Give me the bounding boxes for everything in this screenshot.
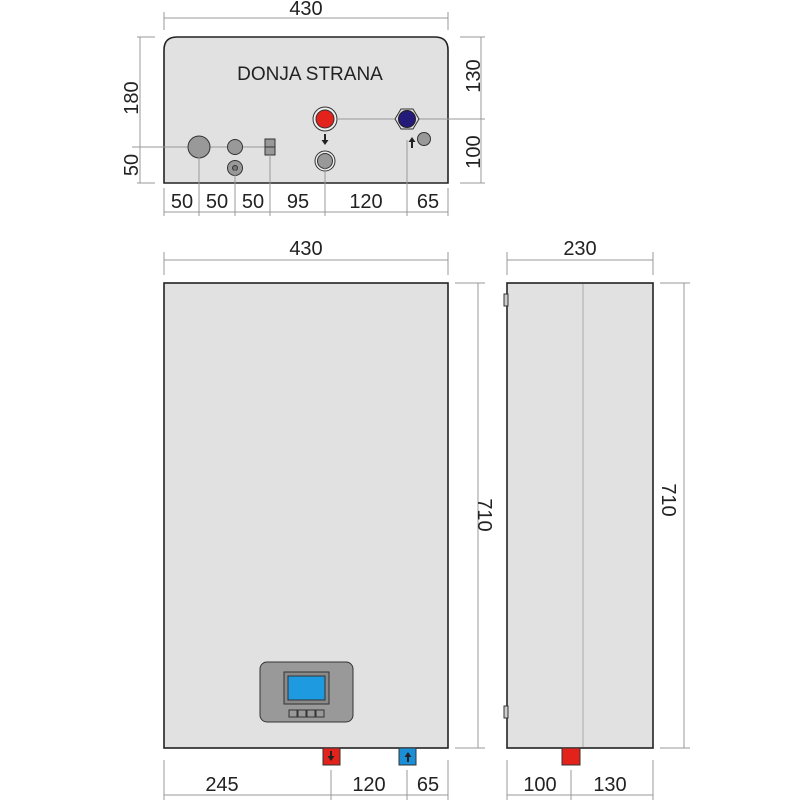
arrow-up-icon — [408, 137, 416, 148]
display-screen — [287, 675, 326, 701]
side-height-label: 710 — [657, 483, 679, 516]
top-right-dim-100: 100 — [463, 135, 485, 168]
dim-ticks — [506, 760, 654, 800]
top-view: 430 DONJA STRANA 180 50 130 100 — [121, 0, 485, 216]
arrow-down-icon — [321, 134, 329, 145]
side-width-label: 230 — [563, 238, 596, 260]
top-left-dim-50: 50 — [121, 154, 143, 176]
safety-valve-icon — [417, 132, 431, 146]
front-bottom-dim: 120 — [352, 774, 385, 796]
cold-inlet-icon — [398, 110, 416, 128]
top-bottom-dim: 50 — [171, 191, 193, 213]
top-left-dim-180: 180 — [121, 81, 143, 114]
panel-button-icon[interactable] — [288, 709, 298, 718]
front-height-label: 710 — [473, 498, 495, 531]
top-bottom-dim: 50 — [242, 191, 264, 213]
front-view: 430 710 245 120 65 — [163, 238, 495, 800]
arrow-up-icon — [404, 752, 412, 762]
top-bottom-dim: 50 — [206, 191, 228, 213]
top-view-title: DONJA STRANA — [237, 64, 383, 85]
top-width-label: 430 — [289, 0, 322, 20]
mounting-bracket — [503, 705, 509, 719]
panel-button-up-icon[interactable] — [306, 709, 316, 718]
top-right-dim-130: 130 — [463, 59, 485, 92]
front-width-label: 430 — [289, 238, 322, 260]
top-bottom-dim: 95 — [287, 191, 309, 213]
side-bottom-dim: 100 — [523, 774, 556, 796]
side-bottom-dim: 130 — [593, 774, 626, 796]
top-bottom-dim: 65 — [417, 191, 439, 213]
hot-outlet-icon — [315, 109, 335, 129]
panel-button-icon[interactable] — [315, 709, 325, 718]
pipe-connection-icon — [561, 747, 581, 766]
dim-ticks — [163, 140, 449, 216]
panel-button-down-icon[interactable] — [297, 709, 307, 718]
top-bottom-dim: 120 — [349, 191, 382, 213]
sensor-port-core — [232, 165, 238, 171]
front-bottom-dim: 245 — [205, 774, 238, 796]
side-view-body — [506, 282, 654, 749]
dim-ticks — [163, 760, 449, 800]
side-view: 230 710 100 130 — [503, 238, 690, 800]
arrow-down-icon — [327, 751, 335, 761]
front-bottom-dim: 65 — [417, 774, 439, 796]
mounting-bracket — [503, 293, 509, 307]
cable-gland-small-icon — [227, 139, 243, 155]
